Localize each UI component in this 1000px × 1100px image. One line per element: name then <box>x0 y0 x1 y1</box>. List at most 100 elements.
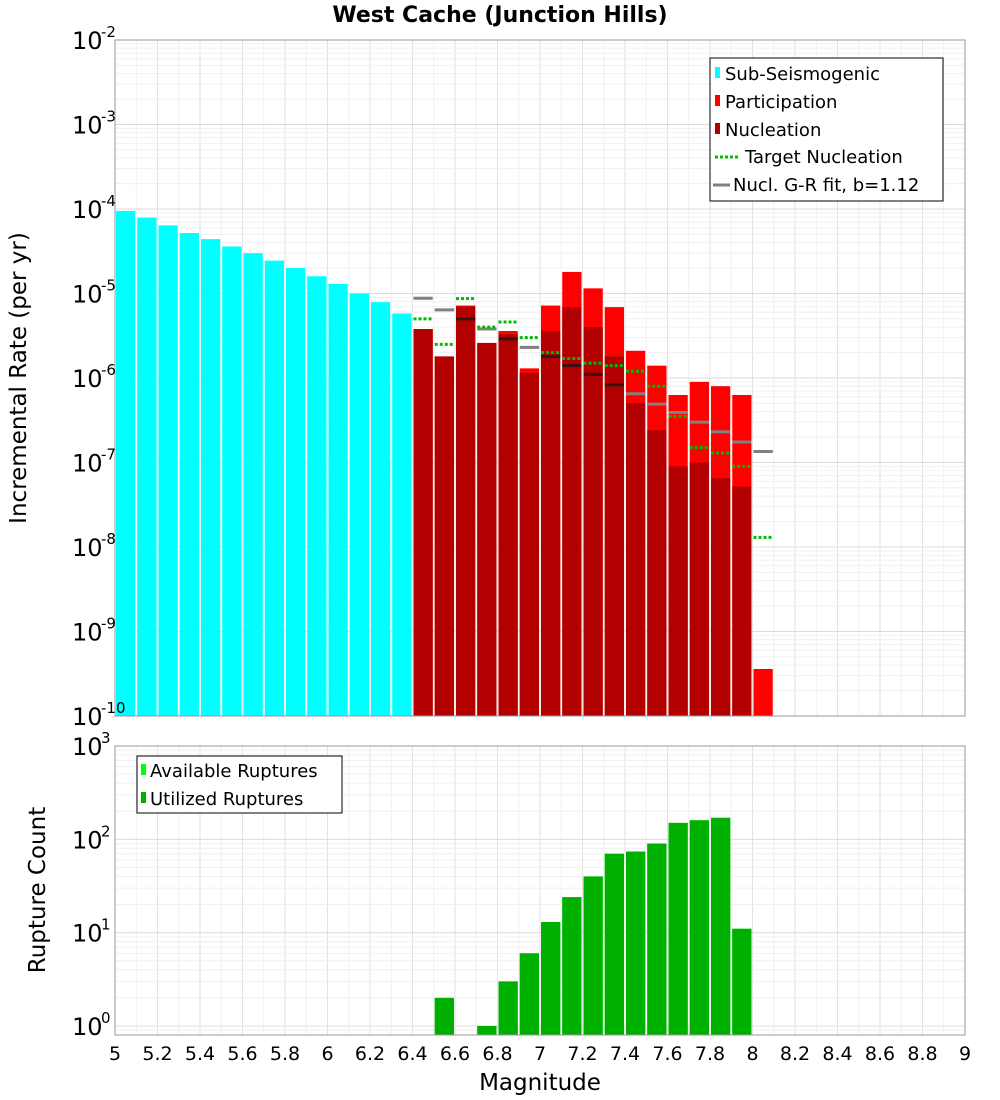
svg-text:10: 10 <box>72 619 103 647</box>
count-legend-box <box>136 755 343 814</box>
x-tick-label: 8.4 <box>822 1043 852 1065</box>
legend-swatch-participation <box>715 95 720 106</box>
count-y-tick-label: 102 <box>72 822 111 854</box>
x-tick-label: 5 <box>109 1043 121 1065</box>
x-tick-label: 5.2 <box>142 1043 172 1065</box>
x-tick-label: 8 <box>746 1043 758 1065</box>
svg-text:2: 2 <box>101 822 111 840</box>
svg-text:-9: -9 <box>101 615 116 633</box>
nucleation-bar <box>626 403 646 716</box>
svg-text:10: 10 <box>72 534 103 562</box>
rate-legend: Sub-Seismogenic Participation Nucleation… <box>709 57 944 202</box>
sub-seismogenic-bar <box>243 253 263 716</box>
count-y-axis-label: Rupture Count <box>25 807 51 973</box>
utilized-ruptures-bar <box>541 922 561 1035</box>
x-tick-label: 8.6 <box>865 1043 895 1065</box>
nucleation-bar <box>604 356 624 716</box>
svg-text:10: 10 <box>72 112 103 140</box>
sub-seismogenic-bar <box>371 302 391 716</box>
nucleation-bar <box>732 486 752 716</box>
utilized-ruptures-bar <box>519 953 539 1035</box>
sub-seismogenic-bar <box>201 239 221 717</box>
x-tick-label: 6.6 <box>440 1043 470 1065</box>
x-tick-label: 6 <box>321 1043 333 1065</box>
sub-seismogenic-bar <box>392 313 412 716</box>
sub-seismogenic-bar <box>179 232 199 716</box>
utilized-ruptures-bar <box>626 851 646 1035</box>
x-tick-label: 9 <box>959 1043 971 1065</box>
svg-text:10: 10 <box>72 1013 103 1041</box>
rate-y-tick-label: 10-8 <box>72 530 116 562</box>
svg-text:-7: -7 <box>101 446 116 464</box>
chart-title: West Cache (Junction Hills) <box>332 3 667 28</box>
rate-y-tick-label: 10-6 <box>72 361 116 393</box>
nucleation-bar <box>541 330 561 716</box>
count-y-tick-label: 100 <box>72 1009 111 1041</box>
svg-text:10: 10 <box>72 281 103 309</box>
svg-text:10: 10 <box>72 703 103 731</box>
utilized-ruptures-bar <box>604 853 624 1035</box>
utilized-ruptures-bar <box>689 820 709 1035</box>
utilized-ruptures-bar <box>732 928 752 1035</box>
count-y-tick-label: 103 <box>72 729 111 761</box>
count-plot-frame <box>114 745 966 1036</box>
rate-y-tick-label: 10-5 <box>72 277 116 309</box>
legend-swatch-utilized-ruptures <box>141 792 146 803</box>
sub-seismogenic-bar <box>264 260 284 716</box>
svg-text:10: 10 <box>72 920 103 948</box>
utilized-ruptures-bar <box>647 843 667 1035</box>
svg-text:10: 10 <box>72 826 103 854</box>
svg-text:-5: -5 <box>101 277 116 295</box>
x-tick-label: 6.2 <box>355 1043 385 1065</box>
rate-plot-bars <box>116 210 773 717</box>
x-tick-label: 6.4 <box>397 1043 427 1065</box>
count-y-tick-label: 101 <box>72 916 111 948</box>
nucleation-bar <box>668 466 688 716</box>
svg-text:-3: -3 <box>101 108 116 126</box>
rate-y-tick-label: 10-10 <box>72 699 126 731</box>
x-tick-label: 8.8 <box>907 1043 937 1065</box>
rate-y-tick-label: 10-2 <box>72 23 116 55</box>
nucleation-bar <box>413 329 433 716</box>
utilized-ruptures-bar <box>668 822 688 1035</box>
utilized-ruptures-bar <box>434 997 454 1035</box>
sub-seismogenic-bar <box>116 210 136 716</box>
nucleation-bar <box>519 372 539 716</box>
legend-label-sub-seismogenic: Sub-Seismogenic <box>725 64 880 85</box>
utilized-ruptures-bar <box>477 1025 497 1035</box>
legend-swatch-sub-seismogenic <box>715 67 720 78</box>
utilized-ruptures-bar <box>583 876 603 1035</box>
rate-y-tick-label: 10-7 <box>72 446 116 478</box>
x-tick-label: 8.2 <box>780 1043 810 1065</box>
sub-seismogenic-bar <box>349 293 369 716</box>
svg-text:-6: -6 <box>101 361 116 379</box>
x-tick-label: 5.6 <box>227 1043 257 1065</box>
sub-seismogenic-bar <box>307 276 327 716</box>
legend-label-utilized-ruptures: Utilized Ruptures <box>150 789 303 810</box>
svg-text:10: 10 <box>72 196 103 224</box>
sub-seismogenic-bar <box>222 246 242 716</box>
x-tick-label: 5.8 <box>270 1043 300 1065</box>
count-legend: Available Ruptures Utilized Ruptures <box>136 755 343 814</box>
svg-text:10: 10 <box>72 450 103 478</box>
x-axis-label: Magnitude <box>479 1070 601 1096</box>
nucleation-bar <box>583 327 603 716</box>
nucleation-bar <box>434 356 454 716</box>
rate-plot-frame <box>114 39 966 717</box>
legend-label-gr-fit: Nucl. G-R fit, b=1.12 <box>733 175 919 196</box>
legend-swatch-nucleation <box>715 123 720 134</box>
rate-y-axis-label: Incremental Rate (per yr) <box>6 232 32 524</box>
sub-seismogenic-bar <box>328 283 348 716</box>
svg-text:0: 0 <box>101 1009 111 1027</box>
sub-seismogenic-bar <box>137 217 157 716</box>
nucleation-bar <box>477 342 497 716</box>
rate-y-tick-label: 10-9 <box>72 615 116 647</box>
svg-text:10: 10 <box>72 27 103 55</box>
x-tick-label: 7.8 <box>695 1043 725 1065</box>
legend-swatch-available-ruptures <box>141 764 146 775</box>
x-tick-label: 5.4 <box>185 1043 215 1065</box>
x-axis-ticks: 5 5.2 5.4 5.6 5.8 6 6.2 6.4 6.6 6.8 7 7.2 7.4 7.6 7.8 8… <box>109 1043 971 1065</box>
svg-text:1: 1 <box>101 916 111 934</box>
